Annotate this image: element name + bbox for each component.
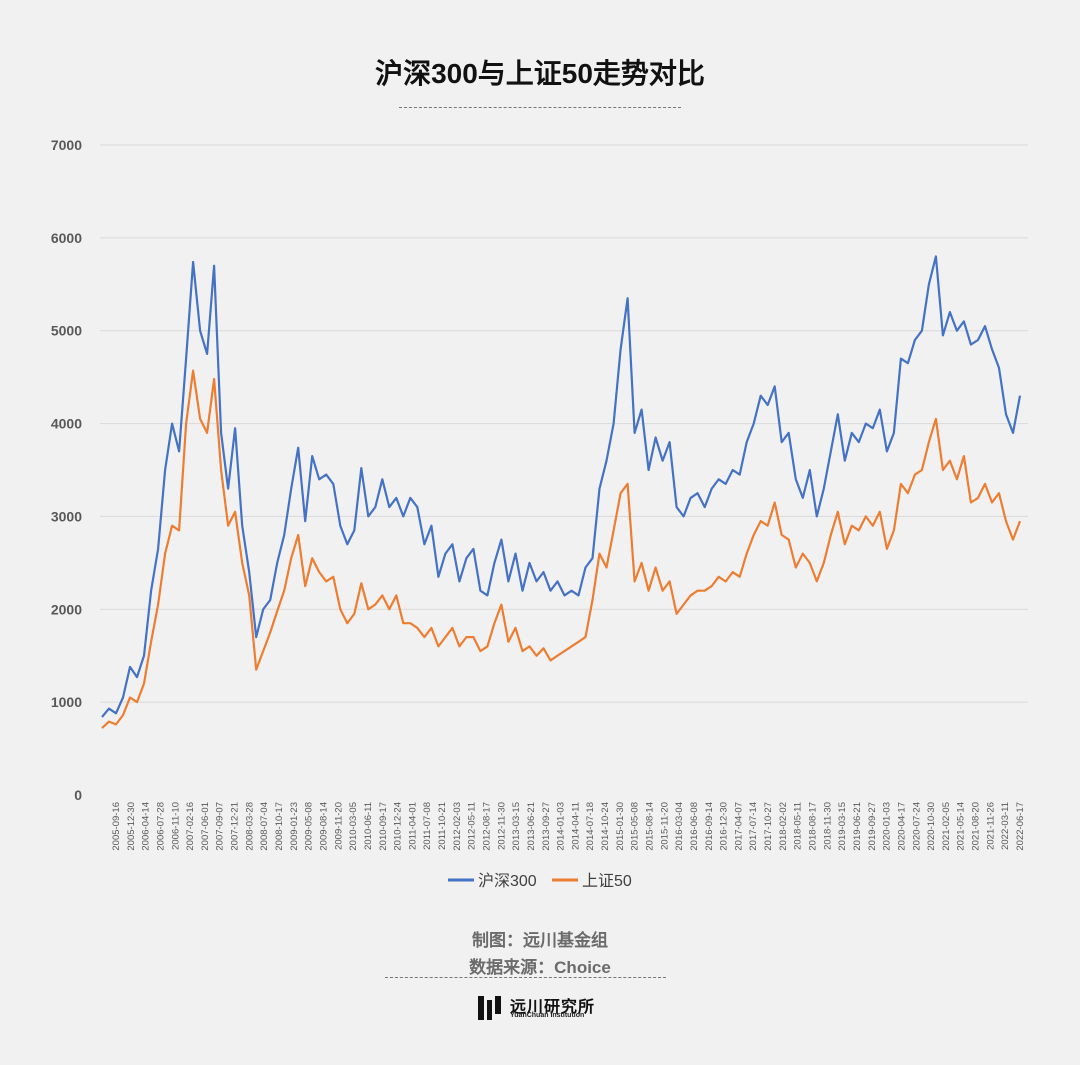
- x-tick-label: 2015-11-20: [659, 802, 670, 850]
- x-tick-label: 2009-01-23: [289, 802, 300, 851]
- x-tick-label: 2016-03-04: [674, 802, 685, 851]
- brand-name-cn: 远川研究所: [510, 999, 596, 1016]
- x-tick-label: 2021-08-20: [971, 802, 982, 851]
- x-tick-label: 2007-09-07: [215, 802, 226, 851]
- x-tick-label: 2018-11-30: [822, 802, 833, 850]
- x-tick-label: 2008-10-17: [274, 802, 285, 851]
- x-tick-label: 2021-05-14: [956, 802, 967, 851]
- y-tick-label: 3000: [51, 508, 82, 524]
- x-tick-label: 2012-11-30: [496, 802, 507, 850]
- x-tick-label: 2013-03-15: [511, 802, 522, 851]
- x-tick-label: 2008-03-28: [244, 802, 255, 851]
- x-tick-label: 2007-02-16: [185, 802, 196, 851]
- x-tick-label: 2020-04-17: [896, 802, 907, 851]
- brand-mark-icon: [478, 996, 501, 1020]
- x-tick-label: 2012-05-11: [467, 802, 478, 850]
- y-tick-label: 1000: [51, 694, 82, 710]
- y-tick-label: 7000: [51, 137, 82, 153]
- x-tick-label: 2006-07-28: [155, 802, 166, 851]
- x-tick-label: 2015-05-08: [630, 802, 641, 851]
- x-tick-label: 2007-06-01: [200, 802, 211, 851]
- footer-divider: [385, 977, 666, 978]
- title-divider: [399, 107, 681, 108]
- x-tick-label: 2019-06-21: [852, 802, 863, 851]
- x-tick-label: 2022-06-17: [1015, 802, 1026, 851]
- x-tick-label: 2021-11-26: [985, 802, 996, 850]
- x-tick-label: 2016-12-30: [719, 802, 730, 851]
- x-tick-label: 2011-07-08: [422, 802, 433, 850]
- x-tick-label: 2011-04-01: [407, 802, 418, 850]
- x-tick-label: 2009-11-20: [333, 802, 344, 850]
- x-tick-label: 2018-05-11: [793, 802, 804, 850]
- y-tick-label: 4000: [51, 416, 82, 432]
- x-tick-label: 2017-07-14: [748, 802, 759, 851]
- y-tick-label: 5000: [51, 323, 82, 339]
- x-tick-label: 2008-07-04: [259, 802, 270, 851]
- data-source-credit: 数据来源：Choice: [469, 958, 611, 977]
- x-tick-label: 2009-08-14: [318, 802, 329, 851]
- y-tick-label: 0: [74, 787, 82, 803]
- x-tick-label: 2010-12-24: [393, 802, 404, 851]
- x-tick-label: 2019-09-27: [867, 802, 878, 851]
- x-tick-label: 2005-09-16: [111, 802, 122, 851]
- x-tick-label: 2020-10-30: [926, 802, 937, 851]
- x-tick-label: 2017-10-27: [763, 802, 774, 851]
- x-tick-label: 2010-06-11: [363, 802, 374, 850]
- x-tick-label: 2016-09-14: [704, 802, 715, 851]
- x-tick-label: 2021-02-05: [941, 802, 952, 851]
- x-tick-label: 2014-10-24: [600, 802, 611, 851]
- x-tick-label: 2020-07-24: [911, 802, 922, 851]
- x-tick-label: 2011-10-21: [437, 802, 448, 850]
- x-tick-label: 2006-04-14: [141, 802, 152, 851]
- x-tick-label: 2015-01-30: [615, 802, 626, 851]
- x-tick-label: 2010-03-05: [348, 802, 359, 851]
- x-tick-label: 2006-11-10: [170, 802, 181, 850]
- x-tick-label: 2016-06-08: [689, 802, 700, 851]
- series-line-0: [101, 255, 1022, 718]
- brand-name-en: YuanChuan Institution: [510, 1012, 585, 1019]
- x-tick-label: 2022-03-11: [1000, 802, 1011, 850]
- x-tick-label: 2010-09-17: [378, 802, 389, 851]
- legend-label: 上证50: [582, 872, 632, 890]
- x-tick-label: 2007-12-21: [230, 802, 241, 851]
- x-tick-label: 2013-09-27: [541, 802, 552, 851]
- y-tick-label: 2000: [51, 601, 82, 617]
- x-tick-label: 2012-02-03: [452, 802, 463, 851]
- x-tick-label: 2012-08-17: [481, 802, 492, 851]
- legend-label: 沪深300: [478, 872, 537, 890]
- x-tick-label: 2018-08-17: [808, 802, 819, 851]
- y-tick-label: 6000: [51, 230, 82, 246]
- chart-title: 沪深300与上证50走势对比: [375, 58, 705, 89]
- x-tick-label: 2014-04-11: [570, 802, 581, 850]
- x-tick-label: 2014-07-18: [585, 802, 596, 851]
- x-tick-label: 2013-06-21: [526, 802, 537, 851]
- x-tick-label: 2014-01-03: [556, 802, 567, 851]
- x-tick-label: 2015-08-14: [645, 802, 656, 851]
- x-tick-label: 2017-04-07: [733, 802, 744, 851]
- chart-maker-credit: 制图：远川基金组: [472, 931, 608, 950]
- x-tick-label: 2020-01-03: [882, 802, 893, 851]
- x-tick-label: 2019-03-15: [837, 802, 848, 851]
- x-tick-label: 2009-05-08: [304, 802, 315, 851]
- x-tick-label: 2018-02-02: [778, 802, 789, 851]
- series-line-1: [101, 369, 1022, 729]
- x-tick-label: 2005-12-30: [126, 802, 137, 851]
- line-chart: 0 1000 2000 3000 4000 5000 6000 7000 2005-09-16 2…: [51, 137, 1028, 890]
